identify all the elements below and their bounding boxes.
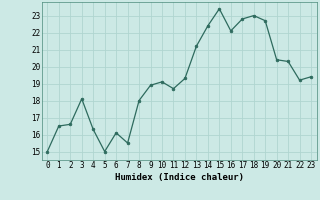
X-axis label: Humidex (Indice chaleur): Humidex (Indice chaleur)	[115, 173, 244, 182]
